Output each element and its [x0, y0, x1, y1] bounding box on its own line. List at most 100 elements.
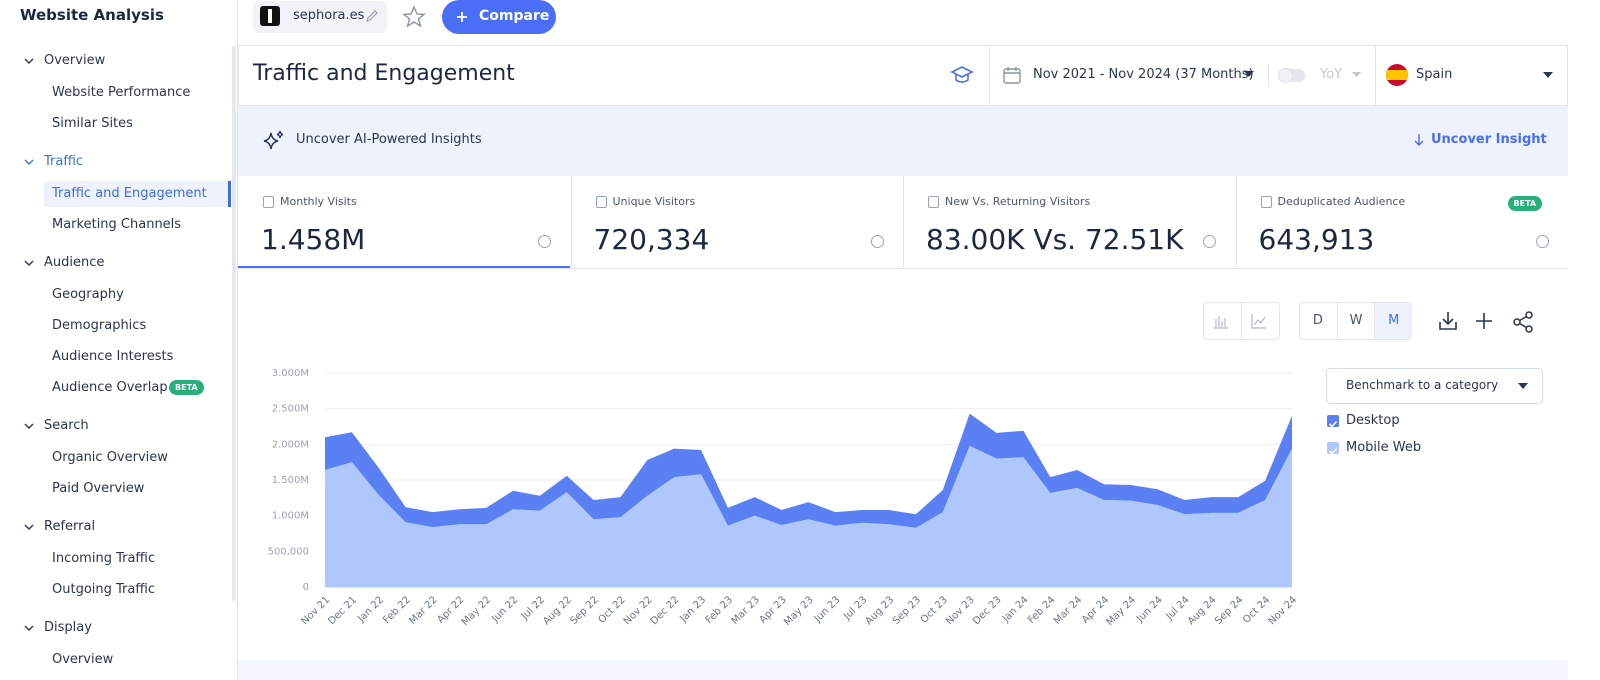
- divider: [1375, 46, 1376, 105]
- nav-section[interactable]: Referral: [44, 519, 96, 534]
- x-tick-label: Feb 23: [704, 594, 736, 626]
- dropdown-arrow: [1352, 72, 1361, 77]
- metric-value: 720,334: [593, 223, 710, 256]
- legend-checkbox[interactable]: [1327, 442, 1339, 455]
- nav-item[interactable]: Organic Overview: [52, 450, 168, 465]
- y-tick-label: 3.000M: [272, 368, 309, 379]
- check-icon: [1328, 447, 1338, 455]
- edit-icon[interactable]: [364, 8, 380, 24]
- sidebar-title: Website Analysis: [20, 6, 164, 24]
- metric-icon: [263, 196, 274, 208]
- area: [325, 445, 1292, 587]
- nav-section[interactable]: Display: [44, 620, 92, 635]
- chevron-icon: [24, 524, 34, 530]
- nav-item[interactable]: Outgoing Traffic: [52, 582, 156, 597]
- country[interactable]: Spain: [1416, 67, 1453, 82]
- x-tick-label: Mar 23: [730, 594, 762, 626]
- x-tick-label: Sep 23: [891, 594, 923, 626]
- date-range[interactable]: Nov 2021 - Nov 2024 (37 Months): [1033, 67, 1254, 82]
- metric-icon: [928, 196, 939, 208]
- granularity-option[interactable]: W: [1336, 303, 1375, 339]
- star-icon[interactable]: [402, 5, 426, 29]
- info-icon: [1203, 235, 1216, 248]
- metric-label: Unique Visitors: [612, 195, 696, 208]
- yoy-toggle[interactable]: [1278, 68, 1305, 83]
- y-tick-label: 500,000: [268, 546, 309, 557]
- x-tick-label: Apr 24: [1080, 594, 1111, 625]
- chevron-icon: [24, 423, 34, 429]
- download-icon[interactable]: [1437, 310, 1459, 332]
- nav-section[interactable]: Search: [44, 418, 89, 433]
- nav-item[interactable]: Paid Overview: [52, 481, 145, 496]
- x-tick-label: Sep 22: [568, 594, 600, 626]
- x-tick-label: Nov 22: [622, 594, 655, 627]
- legend-checkbox[interactable]: [1327, 415, 1339, 428]
- chevron-icon: [24, 58, 34, 64]
- x-tick-label: Apr 22: [435, 594, 466, 625]
- y-tick-label: 0: [303, 582, 309, 593]
- nav-item[interactable]: Marketing Channels: [52, 217, 182, 232]
- x-tick-label: Sep 24: [1213, 594, 1245, 626]
- metric-card[interactable]: [238, 176, 570, 268]
- add-icon[interactable]: [1474, 311, 1494, 331]
- nav-item[interactable]: Demographics: [52, 318, 147, 333]
- nav-active-bg: [44, 181, 230, 207]
- granularity-option[interactable]: D: [1312, 313, 1323, 328]
- chevron-icon: [24, 625, 34, 631]
- nav-section[interactable]: Overview: [44, 53, 106, 68]
- nav-item[interactable]: Audience Overlap: [52, 380, 168, 395]
- metric-icon: [1260, 196, 1272, 208]
- insights-band: [238, 106, 1568, 176]
- chevron-icon: [24, 159, 34, 165]
- dropdown-arrow: [1244, 71, 1254, 77]
- nav-item[interactable]: Traffic and Engagement: [52, 186, 207, 201]
- benchmark-dropdown[interactable]: [1326, 368, 1543, 404]
- nav-item[interactable]: Geography: [52, 287, 124, 302]
- x-tick-label: Nov 24: [1266, 594, 1299, 627]
- divider: [1268, 64, 1269, 86]
- nav-item[interactable]: Overview: [52, 652, 114, 667]
- nav-item[interactable]: Similar Sites: [52, 116, 133, 131]
- metric-value: 83.00K Vs. 72.51K: [926, 223, 1184, 256]
- x-tick-label: Mar 22: [407, 594, 439, 626]
- nav-item[interactable]: Website Performance: [52, 85, 191, 100]
- x-tick-label: Mar 24: [1052, 594, 1084, 626]
- x-tick-label: Jun 24: [1134, 594, 1165, 625]
- x-tick-label: Nov 23: [944, 594, 977, 627]
- calendar-icon: [1003, 67, 1021, 84]
- x-tick-label: Aug 22: [541, 594, 574, 627]
- x-tick-label: Oct 22: [596, 594, 627, 625]
- site-name: sephora.es: [293, 8, 365, 23]
- check-icon: [1328, 420, 1338, 428]
- x-tick-label: Feb 24: [1026, 594, 1058, 626]
- benchmark-label: Benchmark to a category: [1346, 378, 1499, 392]
- x-tick-label: Aug 24: [1186, 594, 1219, 627]
- x-tick-label: Oct 23: [919, 594, 950, 625]
- divider: [903, 176, 904, 268]
- x-tick-label: May 24: [1104, 594, 1138, 628]
- divider: [1241, 302, 1242, 340]
- flag-icon: [1386, 64, 1408, 86]
- learn-icon[interactable]: [950, 64, 974, 86]
- insights-label: Uncover AI-Powered Insights: [296, 132, 482, 147]
- nav-active-bar: [228, 181, 231, 207]
- granularity-option[interactable]: M: [1374, 303, 1413, 339]
- nav-section[interactable]: Audience: [44, 255, 105, 270]
- area: [325, 413, 1292, 528]
- insights-action[interactable]: Uncover Insight: [1431, 132, 1547, 147]
- info-icon: [538, 235, 551, 248]
- page-title: Traffic and Engagement: [253, 61, 515, 86]
- plus-icon: [457, 12, 467, 22]
- x-tick-label: May 23: [782, 594, 816, 628]
- line-chart-icon[interactable]: [1251, 313, 1267, 329]
- dropdown-arrow: [1543, 72, 1553, 78]
- nav-item[interactable]: Audience Interests: [52, 349, 174, 364]
- bar-chart-icon[interactable]: [1213, 313, 1229, 329]
- divider: [1235, 176, 1237, 268]
- x-tick-label: Jul 22: [519, 594, 547, 622]
- metric-icon: [595, 196, 607, 208]
- share-icon[interactable]: [1511, 310, 1535, 334]
- nav-section[interactable]: Traffic: [44, 154, 84, 169]
- nav-item[interactable]: Incoming Traffic: [52, 551, 156, 566]
